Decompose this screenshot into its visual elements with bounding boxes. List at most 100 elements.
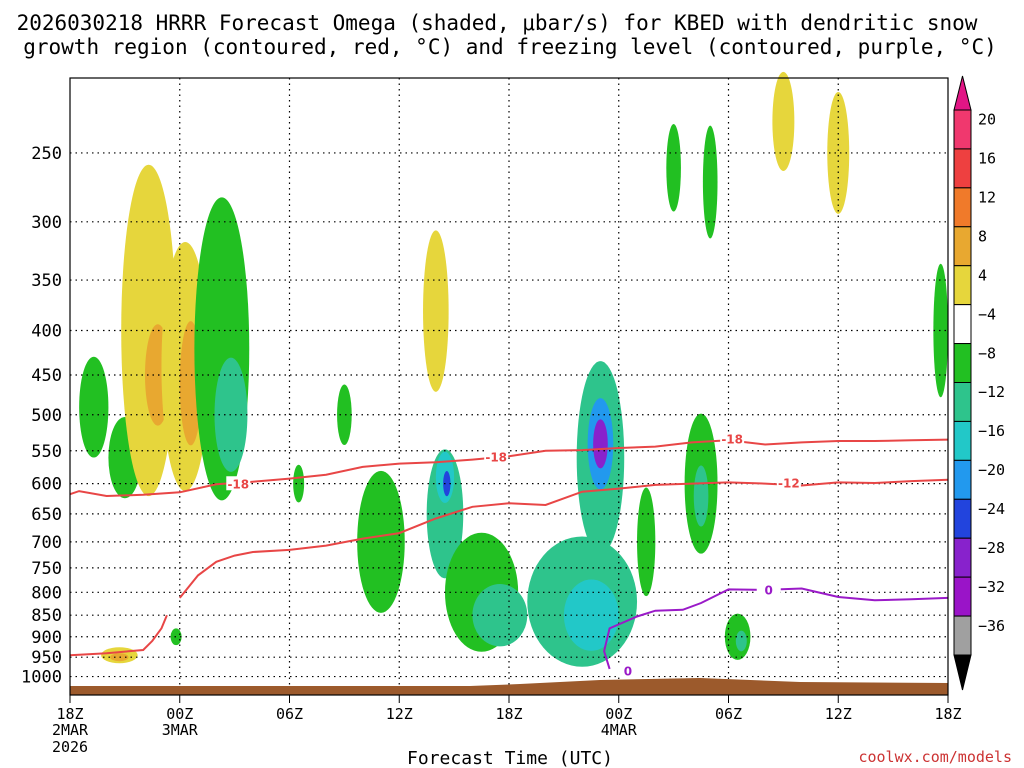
colorbar-swatch-1 [953,148,972,189]
colorbar-label-11: −28 [978,539,1005,557]
y-tick-label-650: 650 [31,505,62,525]
terrain-bump [470,678,948,690]
colorbar-swatch-3 [953,226,972,267]
omega-cell-32 [772,71,795,172]
colorbar-label-7: −12 [978,383,1005,401]
contour-label-bg-3 [776,475,801,490]
y-tick-label-400: 400 [31,321,62,341]
omega-cell-31 [735,630,747,652]
y-tick-label-600: 600 [31,475,62,495]
x-tick-label-4: 18Z [495,705,522,723]
y-tick-label-1000: 1000 [21,668,62,688]
omega-cell-10 [110,653,129,662]
omega-cell-29 [702,125,718,239]
contour-label-bg-5 [615,663,640,678]
contour-label-4: 0 [765,583,773,597]
x-tick-year-0: 2026 [52,738,88,756]
colorbar-swatch-9 [953,459,972,500]
colorbar-label-9: −20 [978,461,1005,479]
colorbar-label-3: 8 [978,228,987,246]
colorbar-label-2: 12 [978,189,996,207]
colorbar-swatch-4 [953,265,972,306]
colorbar-label-12: −32 [978,578,1005,596]
omega-cell-13 [357,470,405,613]
x-tick-label-6: 06Z [715,705,742,723]
colorbar-label-0: 20 [978,111,996,129]
plot-area: -18 -18 -18 -12 0 0 [69,71,949,696]
x-tick-label-1: 00Z [166,705,193,723]
colorbar-swatch-12 [953,576,972,617]
y-axis: 2503003504004505005506006507007508008509… [21,144,62,688]
omega-cell-12 [337,384,352,446]
contour-line-2 [69,614,168,657]
omega-cell-0 [79,356,109,458]
omega-cell-34 [933,263,949,398]
omega-cell-24 [563,579,619,651]
omega-cell-22 [593,419,608,469]
omega-cell-16 [443,471,451,497]
x-tick-label-8: 18Z [934,705,961,723]
y-tick-label-950: 950 [31,648,62,668]
chart-title: 2026030218 HRRR Forecast Omega (shaded, … [17,11,997,59]
x-tick-label-5: 00Z [605,705,632,723]
y-tick-label-300: 300 [31,213,62,233]
x-tick-label-0: 18Z [56,705,83,723]
colorbar-label-6: −8 [978,344,996,362]
x-axis-title: Forecast Time (UTC) [407,748,613,768]
y-tick-label-750: 750 [31,559,62,579]
contour-label-3: -12 [778,477,800,491]
y-tick-label-500: 500 [31,406,62,426]
colorbar: 20 16 12 8 4 −4 −8 −12 −16 −20 −24 −28 −32 −36 [953,75,1005,691]
colorbar-label-10: −24 [978,500,1005,518]
x-tick-label-3: 12Z [386,705,413,723]
y-tick-label-700: 700 [31,533,62,553]
colorbar-label-8: −16 [978,422,1005,440]
colorbar-swatch-5 [953,304,972,345]
y-tick-label-850: 850 [31,606,62,626]
contour-line-1 [179,478,949,599]
colorbar-top-arrow [953,75,972,111]
colorbar-label-13: −36 [978,617,1005,635]
colorbar-swatch-0 [953,109,972,150]
contour-label-bg-4 [756,582,781,597]
x-tick-label-7: 12Z [825,705,852,723]
x-tick-date-0: 2MAR [52,721,89,739]
contour-label-bg-1 [484,449,509,464]
colorbar-swatch-10 [953,498,972,539]
y-tick-label-250: 250 [31,144,62,164]
x-tick-label-2: 06Z [276,705,303,723]
contour-label-5: 0 [624,665,632,679]
colorbar-swatch-8 [953,420,972,461]
contour-label-1: -18 [485,451,507,465]
colorbar-swatch-11 [953,537,972,578]
colorbar-label-1: 16 [978,150,996,168]
credit-text: coolwx.com/models [858,748,1012,766]
colorbar-label-5: −4 [978,305,996,323]
omega-cell-26 [666,123,681,212]
y-tick-label-800: 800 [31,583,62,603]
terrain-strip [70,686,948,695]
y-tick-label-900: 900 [31,628,62,648]
contour-label-0: -18 [227,477,249,491]
omega-cell-8 [170,628,182,646]
y-tick-label-350: 350 [31,271,62,291]
colorbar-swatch-6 [953,343,972,384]
chart-title-line1: 2026030218 HRRR Forecast Omega (shaded, … [17,11,978,35]
chart-title-line2: growth region (contoured, red, °C) and f… [23,35,997,59]
omega-cell-17 [423,230,449,392]
colorbar-swatch-7 [953,382,972,422]
x-tick-date-1: 3MAR [162,721,199,739]
contour-label-bg-0 [226,476,251,491]
y-tick-label-550: 550 [31,442,62,462]
contour-label-2: -18 [721,433,743,447]
y-tick-label-450: 450 [31,366,62,386]
colorbar-bottom-arrow [953,654,972,691]
colorbar-swatch-2 [953,187,972,228]
omega-cell-33 [827,91,850,214]
contour-label-bg-2 [720,431,745,446]
x-tick-date-5: 4MAR [601,721,638,739]
colorbar-label-4: 4 [978,266,987,284]
contour-line-3 [603,587,949,670]
omega-cell-11 [293,464,305,503]
